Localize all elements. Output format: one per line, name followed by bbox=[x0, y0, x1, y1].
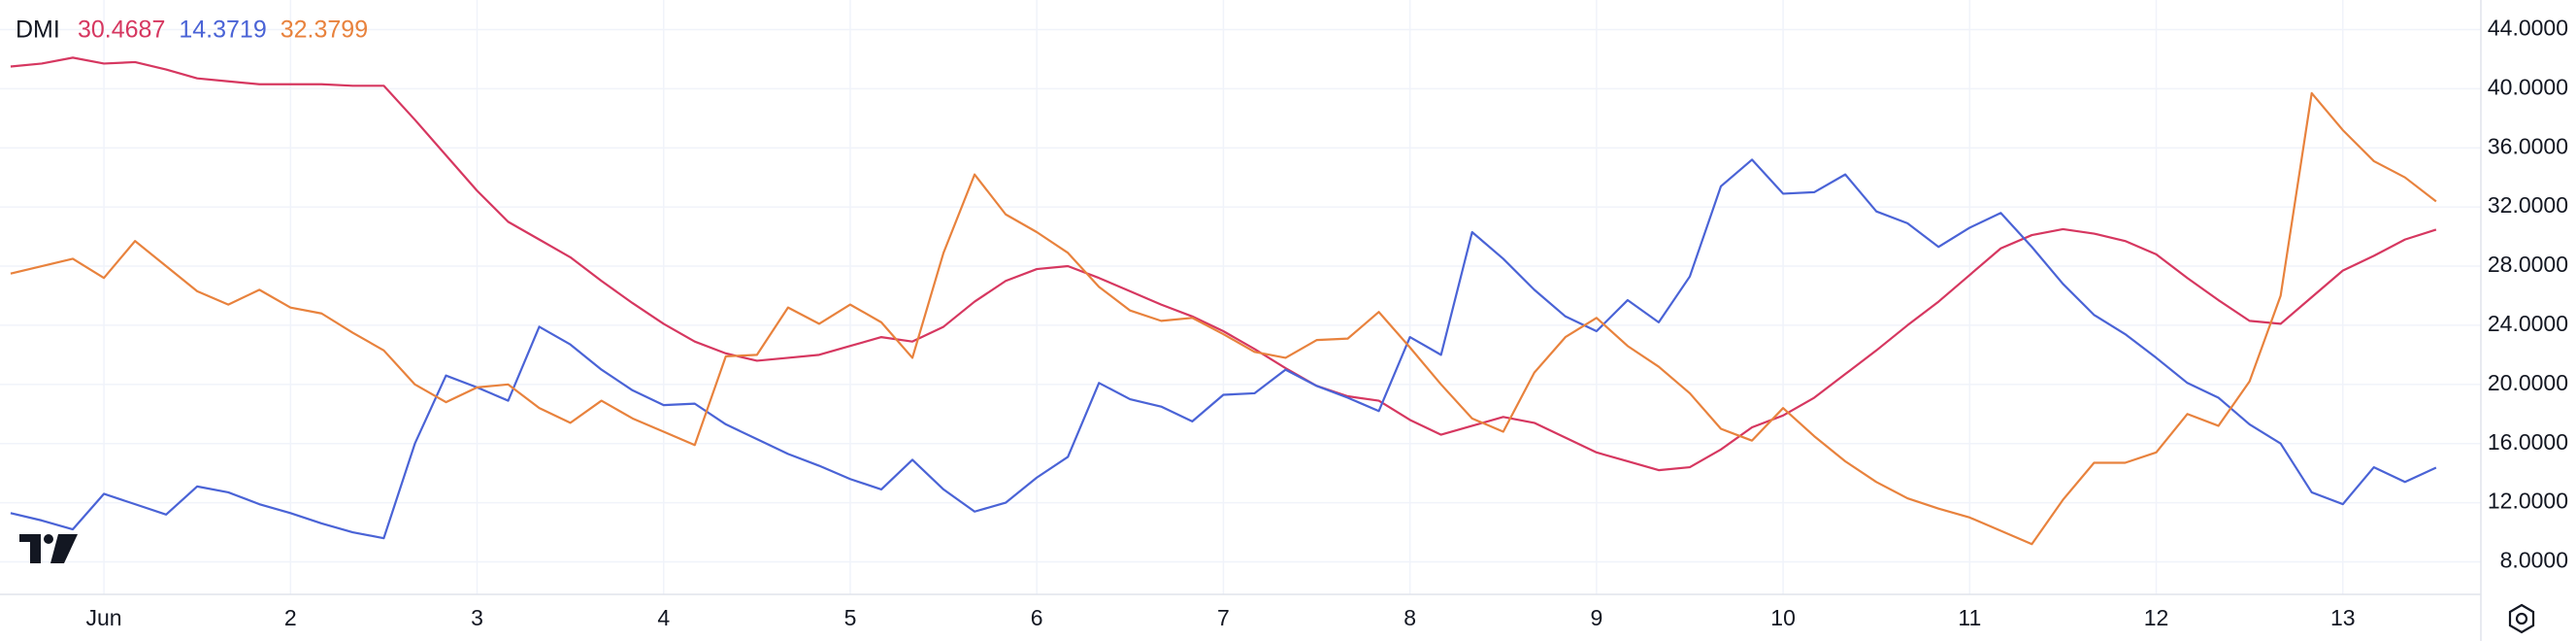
series-line bbox=[10, 158, 2437, 540]
series-line bbox=[10, 56, 2437, 472]
series-line bbox=[10, 91, 2437, 546]
x-tick-label: 7 bbox=[1217, 605, 1230, 630]
x-tick-label: 13 bbox=[2330, 605, 2356, 630]
y-tick-label: 20.0000 bbox=[2488, 370, 2568, 395]
labels: 8.0000 12.0000 16.0000 20.0000 24.0000 28.000… bbox=[86, 16, 2568, 631]
x-tick-label: 2 bbox=[284, 605, 297, 630]
legend-value: 14.3719 bbox=[179, 17, 266, 44]
x-tick-label: 11 bbox=[1958, 605, 1981, 630]
x-tick-label: 12 bbox=[2144, 605, 2169, 630]
y-tick-label: 28.0000 bbox=[2488, 252, 2568, 277]
x-tick-label: 5 bbox=[844, 605, 857, 630]
y-tick-label: 24.0000 bbox=[2488, 311, 2568, 336]
x-tick-label: 3 bbox=[471, 605, 483, 630]
y-tick-label: 32.0000 bbox=[2488, 192, 2568, 218]
logo bbox=[19, 534, 78, 563]
legend: 30.4687 14.3719 32.3799 bbox=[78, 17, 368, 44]
grid bbox=[0, 0, 2481, 594]
y-tick-label: 12.0000 bbox=[2488, 489, 2568, 514]
y-tick-label: 40.0000 bbox=[2488, 74, 2568, 99]
lines bbox=[10, 56, 2437, 546]
x-tick-label: 9 bbox=[1590, 605, 1602, 630]
legend-value: 30.4687 bbox=[78, 17, 165, 44]
x-tick-label: 10 bbox=[1770, 605, 1796, 630]
y-tick-label: 16.0000 bbox=[2488, 429, 2568, 455]
legend-value: 32.3799 bbox=[281, 17, 368, 44]
indicator-title: DMI bbox=[16, 17, 60, 44]
x-tick-label: 6 bbox=[1031, 605, 1043, 630]
y-tick-label: 36.0000 bbox=[2488, 133, 2568, 158]
x-tick-label: 4 bbox=[657, 605, 670, 630]
x-tick-label: Jun bbox=[86, 605, 122, 630]
y-tick-label: 44.0000 bbox=[2488, 16, 2568, 41]
settings-icon[interactable] bbox=[2508, 603, 2535, 634]
y-tick-label: 8.0000 bbox=[2500, 548, 2568, 573]
x-tick-label: 8 bbox=[1404, 605, 1416, 630]
